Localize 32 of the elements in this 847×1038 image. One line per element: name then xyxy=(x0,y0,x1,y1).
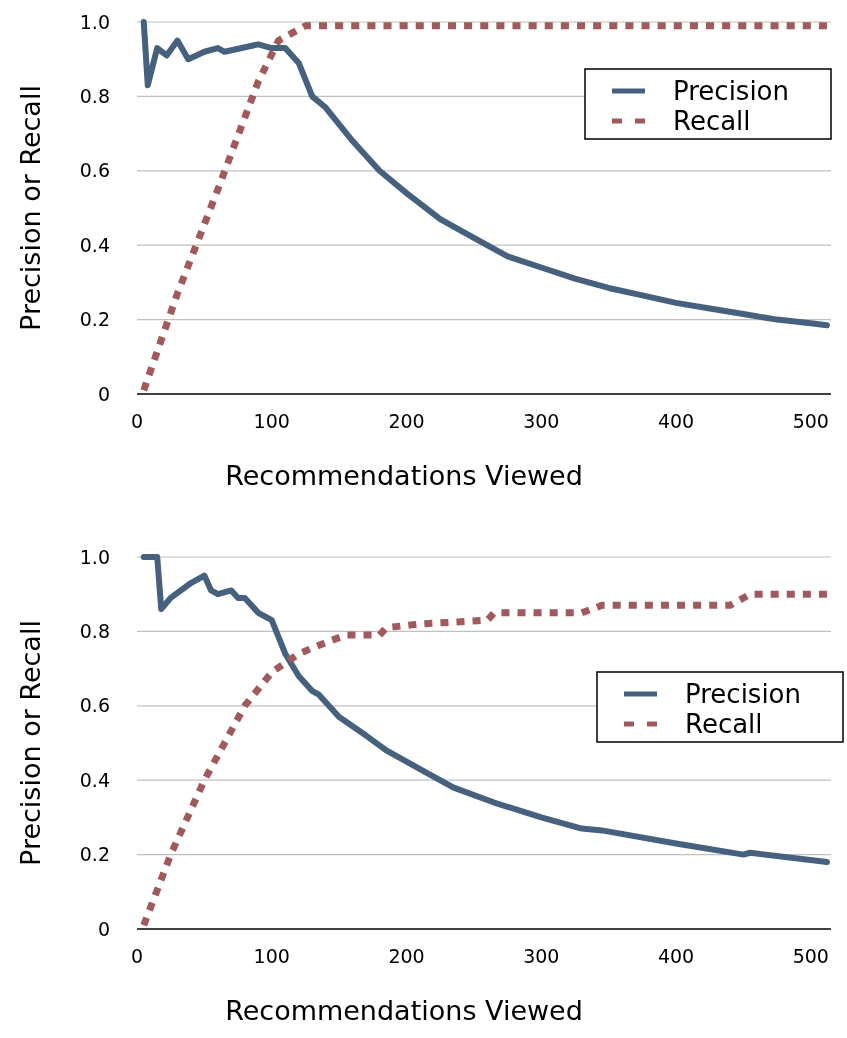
legend-label: Recall xyxy=(673,106,751,137)
x-tick-label: 500 xyxy=(792,945,829,967)
x-axis-title: Recommendations Viewed xyxy=(225,995,583,1026)
y-tick-label: 0.2 xyxy=(79,843,110,866)
x-tick-label: 200 xyxy=(388,945,425,967)
y-tick-label: 0.4 xyxy=(79,768,110,791)
x-tick-label: 400 xyxy=(657,945,695,967)
x-axis-title: Recommendations Viewed xyxy=(225,460,583,491)
y-tick-label: 0.8 xyxy=(79,85,110,108)
legend-label: Precision xyxy=(685,679,802,710)
x-tick-label: 200 xyxy=(388,410,425,432)
y-tick-label: 1.0 xyxy=(79,545,110,568)
x-tick-label: 0 xyxy=(130,945,144,967)
y-axis-title: Precision or Recall xyxy=(15,85,46,331)
y-tick-label: 0.6 xyxy=(79,694,110,717)
x-tick-label: 100 xyxy=(253,410,290,432)
y-tick-label: 1.0 xyxy=(79,10,110,33)
x-tick-label: 500 xyxy=(792,410,829,432)
x-tick-label: 300 xyxy=(523,410,560,432)
legend-label: Precision xyxy=(673,76,790,107)
y-tick-label: 0 xyxy=(97,382,110,405)
legend-label: Recall xyxy=(685,709,763,740)
x-tick-label: 300 xyxy=(523,945,560,967)
y-tick-label: 0.2 xyxy=(79,308,110,331)
y-axis-title: Precision or Recall xyxy=(15,620,46,866)
y-tick-label: 0.4 xyxy=(79,233,110,256)
x-tick-label: 100 xyxy=(253,945,290,967)
x-tick-label: 400 xyxy=(657,410,695,432)
y-tick-label: 0.6 xyxy=(79,159,110,182)
y-tick-label: 0 xyxy=(97,917,110,940)
y-tick-label: 0.8 xyxy=(79,620,110,643)
x-tick-label: 0 xyxy=(130,410,144,432)
